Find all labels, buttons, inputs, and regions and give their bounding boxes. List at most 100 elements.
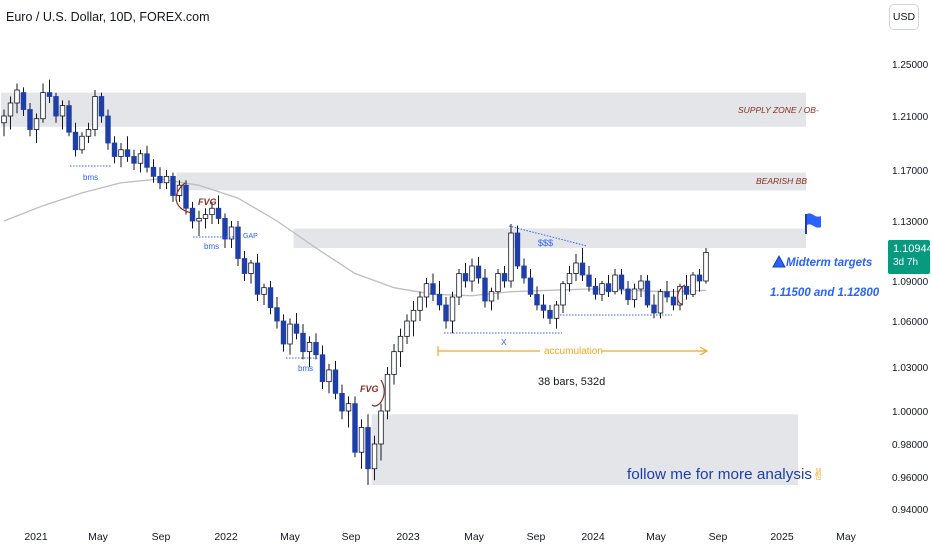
candle-body-30: [196, 218, 202, 222]
candle-body-103: [670, 296, 677, 306]
last-price-tag: 1.10944 3d 7h: [888, 240, 932, 274]
candle-body-5: [33, 118, 40, 130]
peace-icon: ✌: [812, 465, 825, 484]
candle-body-32: [209, 207, 215, 216]
candle-body-70: [456, 273, 462, 298]
candle-body-6: [40, 92, 46, 120]
x-tick-10: May: [646, 531, 667, 543]
candle-body-62: [404, 320, 410, 337]
candle-body-101: [657, 291, 664, 314]
x-tick-9: 2024: [581, 531, 605, 543]
candle-body-47: [306, 342, 313, 353]
candle-body-65: [423, 283, 430, 298]
y-tick-2: 1.17000: [892, 166, 929, 177]
candle-body-0: [1, 115, 7, 124]
candle-body-19: [124, 149, 131, 157]
candle-body-4: [27, 109, 33, 130]
candle-body-35: [228, 226, 235, 240]
candle-body-49: [319, 354, 326, 383]
candle-body-14: [92, 96, 98, 130]
candle-body-12: [79, 135, 85, 151]
candle-body-74: [482, 277, 488, 302]
candle-body-79: [514, 232, 521, 267]
liquidity-line: [508, 225, 588, 247]
y-tick-10: 0.94000: [892, 505, 929, 516]
bms-label-1: bms: [83, 173, 98, 182]
candle-body-7: [46, 92, 53, 97]
candle-body-80: [521, 265, 527, 279]
x-tick-5: Sep: [342, 531, 361, 543]
supply-zone-label: SUPPLY ZONE / OB-: [738, 105, 819, 115]
candle-body-50: [326, 369, 332, 383]
candle-body-40: [261, 287, 267, 295]
x-tick-2: Sep: [152, 531, 171, 543]
candle-body-88: [573, 262, 579, 274]
triangle-icon: [772, 254, 786, 268]
y-tick-0: 1.25000: [892, 60, 929, 71]
time-axis: 2021 May Sep 2022 May Sep 2023 May Sep 2024 May Sep…: [24, 531, 856, 543]
candle-body-9: [59, 105, 66, 117]
candle-body-15: [98, 96, 105, 117]
last-price: 1.10944: [893, 243, 932, 255]
fvg-arc-3: [677, 284, 686, 305]
candle-body-75: [488, 291, 495, 302]
x-tick-13: May: [836, 531, 857, 543]
candle-body-89: [579, 262, 586, 276]
candle-body-16: [105, 115, 111, 144]
candle-body-98: [638, 280, 644, 290]
candle-body-84: [547, 309, 553, 319]
candle-body-91: [592, 285, 599, 295]
candle-body-34: [222, 218, 228, 240]
candle-body-26: [170, 175, 176, 196]
candle-body-66: [430, 283, 436, 295]
candle-body-92: [599, 283, 605, 295]
x-tick-8: Sep: [527, 531, 546, 543]
candle-body-81: [527, 277, 534, 295]
candle-body-94: [612, 274, 618, 293]
candle-body-17: [111, 142, 118, 157]
midterm-values: 1.11500 and 1.12800: [770, 287, 880, 299]
candle-body-68: [443, 304, 449, 322]
bms-label-2: bms: [204, 242, 219, 251]
y-tick-9: 0.96000: [892, 473, 929, 484]
candle-body-2: [14, 89, 20, 104]
zone-1: [1, 92, 806, 127]
candle-body-10: [66, 105, 72, 133]
candle-body-56: [365, 427, 371, 470]
candle-body-22: [144, 153, 150, 168]
candle-body-102: [664, 291, 670, 298]
zone-3: [293, 228, 806, 248]
follow-label: follow me for more analysis: [627, 466, 812, 483]
candle-body-13: [85, 129, 92, 137]
candle-body-11: [72, 131, 79, 151]
candle-body-90: [586, 274, 592, 287]
candle-body-82: [534, 293, 540, 306]
candle-body-45: [293, 323, 300, 334]
candle-body-85: [553, 304, 560, 319]
candle-body-28: [183, 184, 189, 209]
accumulation-arrow: [699, 346, 709, 356]
candle-body-55: [358, 427, 365, 453]
fvg-label-1: FVG: [198, 197, 217, 207]
liquidity-label: $$$: [538, 238, 553, 248]
candle-body-33: [215, 207, 222, 219]
candles: [1, 79, 709, 485]
candle-body-77: [501, 273, 508, 282]
gap-label: GAP: [243, 233, 258, 240]
candle-body-107: [696, 274, 703, 282]
candle-body-1: [7, 102, 14, 117]
candle-body-27: [176, 184, 183, 196]
candle-body-97: [631, 288, 638, 301]
currency-button[interactable]: USD: [889, 4, 919, 30]
candle-body-39: [254, 262, 261, 295]
candle-body-63: [410, 309, 417, 322]
candle-body-29: [189, 207, 196, 222]
candle-body-3: [20, 92, 27, 110]
candle-body-99: [644, 280, 651, 306]
bms-label-3: bms: [298, 364, 313, 373]
candle-body-105: [683, 285, 690, 295]
zones: [1, 92, 806, 485]
candle-body-54: [352, 403, 358, 453]
candle-body-52: [339, 392, 345, 412]
